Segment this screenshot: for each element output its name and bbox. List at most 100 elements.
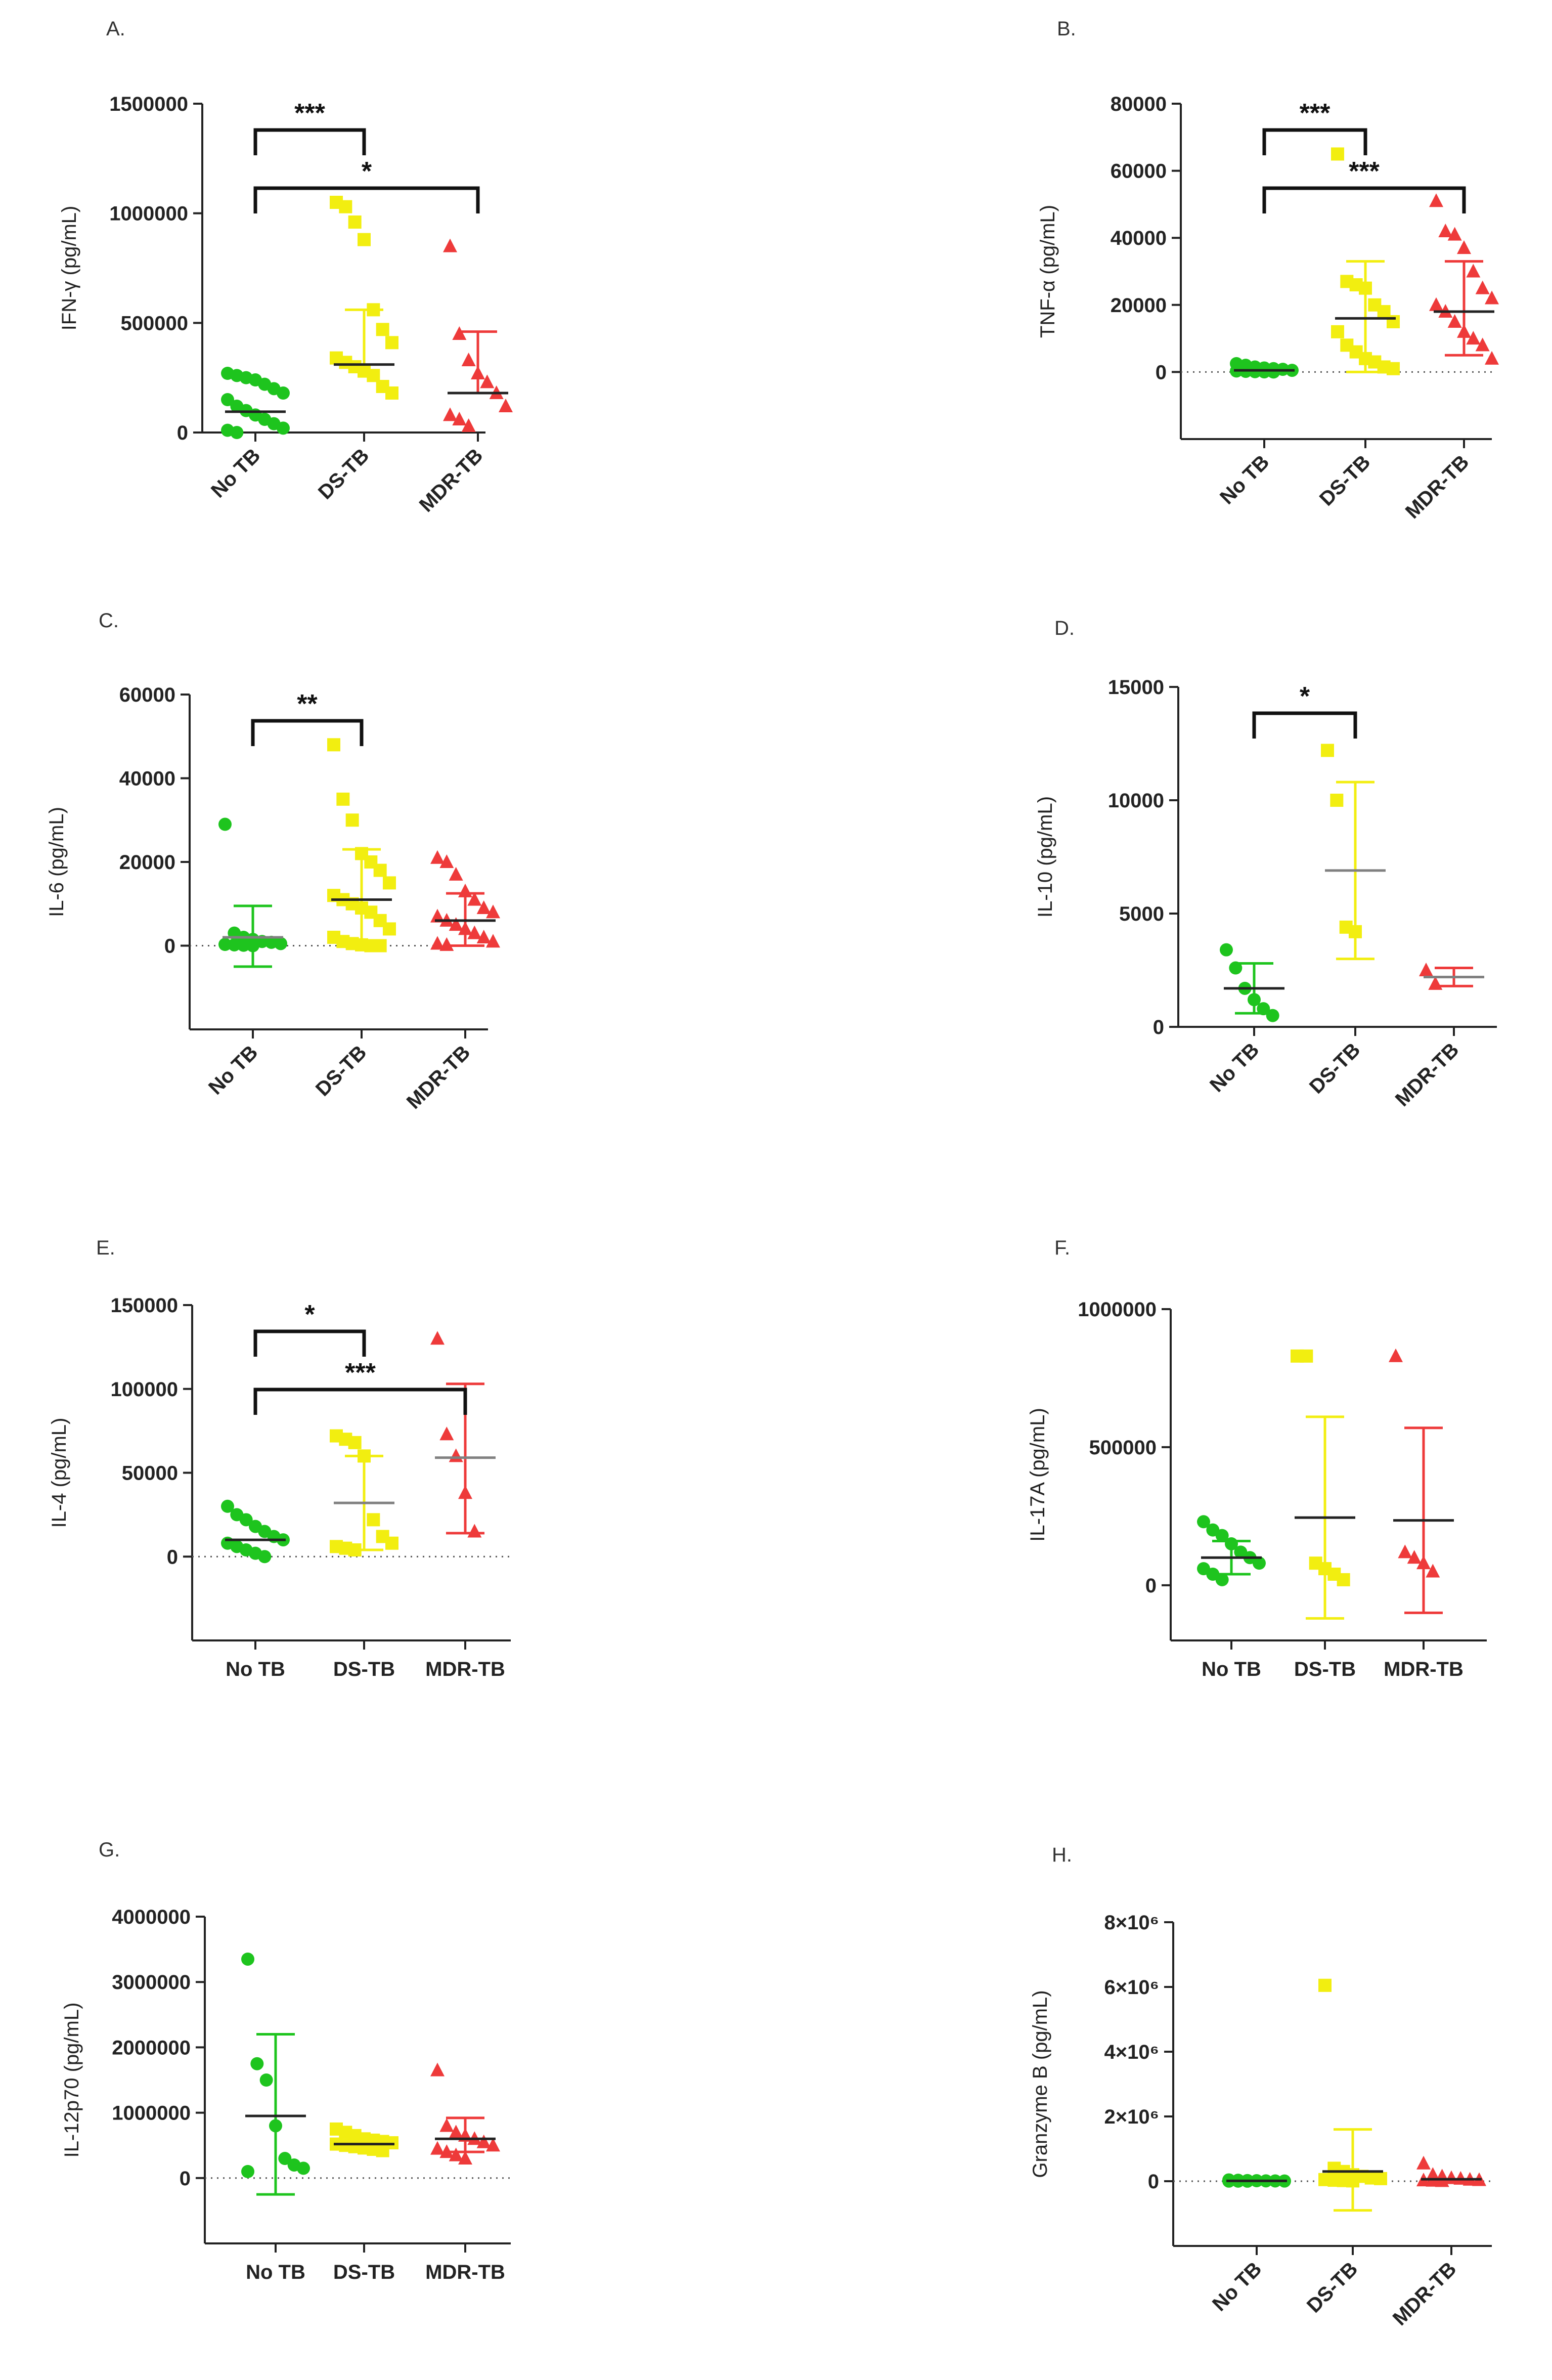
x-tick-label: MDR-TB xyxy=(1389,2258,1461,2330)
data-point xyxy=(452,326,467,340)
x-tick-label: No TB xyxy=(1208,2258,1266,2315)
y-tick-label: 0 xyxy=(177,422,188,444)
y-axis-title: IL-4 (pg/mL) xyxy=(48,1418,70,1528)
data-point xyxy=(383,922,396,936)
bracket-line xyxy=(1262,186,1466,213)
data-point xyxy=(458,2151,472,2165)
x-tick-label: No TB xyxy=(1202,1658,1261,1680)
series-mdr-tb xyxy=(1419,963,1484,990)
y-tick-label: 0 xyxy=(180,2168,191,2190)
data-point xyxy=(449,2125,463,2139)
data-point xyxy=(1197,1515,1210,1529)
y-axis-title: IFN-γ (pg/mL) xyxy=(58,206,80,331)
data-point xyxy=(1447,314,1462,328)
data-point xyxy=(467,892,482,906)
y-tick-label: 0 xyxy=(1156,361,1167,383)
data-point xyxy=(221,1499,234,1513)
data-point xyxy=(383,876,396,890)
bracket-line xyxy=(1252,711,1357,739)
y-tick-label: 0 xyxy=(1153,1016,1164,1038)
y-tick-label: 1000000 xyxy=(1078,1299,1157,1321)
data-point xyxy=(430,908,445,923)
x-tick-label: MDR-TB xyxy=(1391,1038,1464,1111)
series-no-tb xyxy=(1230,357,1299,379)
significance-stars: *** xyxy=(345,1358,376,1388)
significance-bracket: *** xyxy=(1262,157,1466,213)
data-point xyxy=(1447,227,1462,241)
y-tick-label: 2×10⁶ xyxy=(1104,2106,1159,2128)
data-point xyxy=(239,1513,253,1527)
data-point xyxy=(1398,1544,1412,1559)
y-tick-label: 60000 xyxy=(1111,160,1167,183)
data-point xyxy=(467,1524,482,1538)
y-tick-label: 150000 xyxy=(111,1294,178,1317)
data-point xyxy=(1387,362,1400,375)
y-axis-title: IL-17A (pg/mL) xyxy=(1027,1408,1049,1542)
y-tick-label: 8×10⁶ xyxy=(1104,1912,1159,1934)
data-point xyxy=(1475,280,1490,294)
data-point xyxy=(297,2161,310,2175)
data-point xyxy=(461,353,476,366)
series-ds-tb xyxy=(1318,1978,1387,2212)
data-point xyxy=(348,1436,362,1449)
significance-bracket: *** xyxy=(253,1358,467,1415)
data-point xyxy=(376,323,389,336)
data-point xyxy=(1429,193,1443,207)
y-tick-label: 500000 xyxy=(121,312,188,334)
panel-label: A. xyxy=(106,18,125,40)
x-tick-label: DS-TB xyxy=(1294,1658,1356,1680)
panel-label: E. xyxy=(96,1237,115,1259)
x-tick-label: MDR-TB xyxy=(403,1041,475,1113)
data-point xyxy=(476,929,491,943)
y-axis-title: IL-10 (pg/mL) xyxy=(1034,796,1056,918)
data-point xyxy=(486,2138,500,2152)
data-point xyxy=(430,850,445,864)
significance-bracket: * xyxy=(253,157,480,213)
data-point xyxy=(373,863,387,877)
data-point xyxy=(430,936,445,950)
x-tick-label: DS-TB xyxy=(333,2261,395,2283)
chart-panel-b: B. 0 20000 40000 60000 80000 TNF-α (pg/mL) No T… xyxy=(1037,18,1499,523)
data-point xyxy=(430,2141,445,2155)
significance-stars: * xyxy=(1300,682,1310,711)
data-point xyxy=(376,2144,389,2157)
y-axis-title: Granzyme B (pg/mL) xyxy=(1029,1990,1051,2178)
data-point xyxy=(339,200,352,213)
chart-panel-g: G. 0 1000000 2000000 3000000 4000000 IL-12p70 … xyxy=(61,1839,511,2283)
data-point xyxy=(237,938,250,952)
bracket-line xyxy=(1262,128,1367,155)
x-tick-label: DS-TB xyxy=(1303,2258,1362,2317)
y-tick-label: 0 xyxy=(164,935,175,958)
x-tick-label: DS-TB xyxy=(333,1658,395,1680)
chart-panel-c: C. 0 20000 40000 60000 IL-6 (pg/mL) No TB DS-TB… xyxy=(46,610,500,1113)
series-ds-tb xyxy=(330,1429,398,1556)
data-point xyxy=(430,1331,445,1345)
data-point xyxy=(278,2152,292,2166)
x-tick-label: No TB xyxy=(207,444,264,502)
data-point xyxy=(1318,1978,1332,1992)
data-point xyxy=(1215,1573,1229,1586)
data-point xyxy=(449,1448,463,1462)
y-tick-label: 500000 xyxy=(1089,1437,1157,1459)
series-mdr-tb xyxy=(1429,193,1499,365)
series-ds-tb xyxy=(1321,744,1386,961)
y-tick-label: 0 xyxy=(1148,2171,1159,2193)
series-ds-tb xyxy=(1291,1349,1355,1620)
data-point xyxy=(367,1513,380,1527)
data-point xyxy=(218,817,232,831)
data-point xyxy=(480,374,495,388)
data-point xyxy=(1321,744,1334,757)
series-ds-tb xyxy=(330,2122,398,2157)
y-tick-label: 20000 xyxy=(119,851,175,874)
data-point xyxy=(439,1426,454,1441)
panel-label: H. xyxy=(1052,1844,1072,1866)
data-point xyxy=(258,1550,272,1564)
data-point xyxy=(1331,147,1344,161)
data-point xyxy=(221,393,234,406)
y-tick-label: 5000 xyxy=(1119,903,1164,925)
data-point xyxy=(385,386,398,400)
series-mdr-tb xyxy=(1416,2155,1486,2187)
data-point xyxy=(1485,351,1499,365)
x-tick-label: No TB xyxy=(1216,451,1273,508)
panel-label: C. xyxy=(99,610,119,632)
